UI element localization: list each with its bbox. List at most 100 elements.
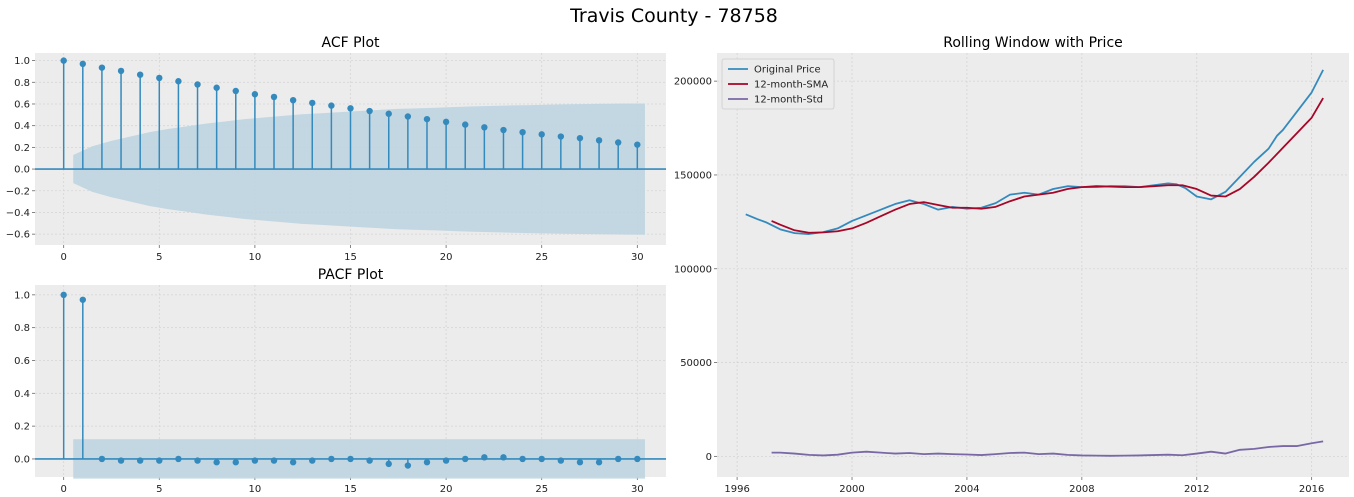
acf-x-tick-label: 30 [631, 252, 644, 263]
pacf-stem-marker [117, 457, 125, 464]
pacf-x-tick-label: 25 [535, 484, 548, 495]
acf-stem-marker [462, 121, 469, 128]
rolling-y-tick-label: 50000 [680, 358, 712, 369]
acf-y-tick-label: −0.2 [6, 186, 30, 197]
pacf-stem-marker [423, 459, 431, 466]
acf-x-tick-label: 0 [60, 252, 66, 263]
pacf-stem-marker [136, 457, 144, 464]
pacf-stem-marker [156, 457, 163, 464]
acf-stem-marker [136, 71, 144, 78]
acf-x-tick-label: 5 [156, 252, 162, 263]
acf-stem-marker [538, 131, 545, 138]
acf-x-tick-label: 25 [535, 252, 548, 263]
acf-stem-marker [481, 124, 488, 131]
acf-stem-marker [519, 128, 526, 136]
acf-stem-marker [634, 141, 641, 148]
acf-stem-marker [79, 60, 87, 68]
acf-stem-marker [175, 78, 182, 85]
acf-stem-marker [595, 137, 603, 144]
acf-title: ACF Plot [322, 35, 381, 51]
acf-stem-marker [60, 57, 67, 64]
rolling-x-tick-label: 1996 [724, 484, 749, 495]
pacf-y-tick-label: 0.2 [14, 422, 30, 433]
pacf-stem-marker [175, 455, 182, 463]
pacf-stem-marker [576, 459, 584, 466]
pacf-x-tick-label: 5 [156, 484, 162, 495]
rolling-legend: Original Price 12-month-SMA 12-month-Std [721, 58, 835, 110]
pacf-stem-marker [481, 454, 488, 461]
pacf-stem-marker [60, 291, 67, 299]
figure-suptitle: Travis County - 78758 [569, 5, 778, 27]
pacf-x-tick-label: 0 [60, 484, 66, 495]
pacf-x-tick-label: 10 [249, 484, 262, 495]
acf-y-tick-label: −0.4 [6, 208, 30, 219]
pacf-x-tick-label: 30 [631, 484, 644, 495]
rolling-x-tick-label: 2000 [839, 484, 864, 495]
acf-stem-marker [614, 139, 622, 146]
pacf-stem-marker [251, 457, 259, 464]
pacf-title: PACF Plot [318, 267, 384, 283]
pacf-stem-marker [500, 454, 507, 461]
rolling-title: Rolling Window with Price [943, 35, 1123, 51]
acf-stem-marker [557, 133, 565, 140]
pacf-y-tick-label: 0.8 [14, 323, 30, 334]
acf-x-tick-label: 15 [344, 252, 357, 263]
rolling-y-tick-label: 100000 [674, 264, 712, 275]
legend-frame [721, 58, 835, 110]
pacf-stem-marker [79, 296, 87, 303]
acf-x-tick-label: 10 [249, 252, 262, 263]
pacf-y-tick-label: 0.4 [14, 389, 30, 400]
pacf-plot: 0 5 10 15 20 25 30 0.0 0.2 0.4 0.6 0.8 1.0 PACF Plot [14, 267, 666, 495]
pacf-stem-marker [232, 459, 239, 466]
pacf-stem-marker [538, 455, 545, 463]
rolling-y-tick-label: 150000 [674, 170, 712, 181]
acf-stem-marker [289, 96, 297, 104]
acf-stem-marker [366, 107, 373, 115]
pacf-stem-marker [366, 457, 373, 464]
pacf-stem-marker [328, 455, 335, 463]
acf-stem-marker [213, 84, 220, 91]
acf-stem-marker [404, 113, 412, 120]
pacf-stem-marker [557, 457, 565, 464]
acf-x-tick-label: 20 [440, 252, 453, 263]
pacf-x-tick-label: 15 [344, 484, 357, 495]
legend-label: 12-month-Std [754, 95, 823, 106]
pacf-y-tick-label: 0.0 [14, 454, 30, 465]
rolling-y-tick-label: 0 [706, 452, 712, 463]
rolling-x-tick-label: 2008 [1069, 484, 1094, 495]
acf-y-tick-label: 0.0 [14, 165, 30, 176]
acf-stem-marker [500, 126, 507, 134]
pacf-stem-marker [347, 455, 354, 463]
pacf-x-tick-label: 20 [440, 484, 453, 495]
pacf-stem-marker [634, 455, 641, 463]
pacf-stem-marker [385, 460, 392, 468]
pacf-stem-marker [614, 455, 622, 463]
acf-y-tick-label: −0.6 [6, 230, 30, 241]
pacf-stem-marker [213, 459, 220, 466]
rolling-axes-background [717, 53, 1349, 477]
acf-stem-marker [251, 91, 259, 98]
acf-stem-marker [98, 64, 106, 71]
acf-stem-marker [194, 81, 201, 88]
series-line-3 [771, 440, 1324, 457]
legend-label: 12-month-SMA [754, 80, 828, 91]
acf-y-tick-label: 0.2 [14, 143, 30, 154]
rolling-y-tick-label: 200000 [674, 77, 712, 88]
acf-stem-marker [328, 102, 335, 109]
acf-y-tick-label: 1.0 [14, 56, 30, 67]
acf-y-tick-label: 0.6 [14, 99, 30, 110]
pacf-stem-marker [289, 459, 297, 466]
acf-y-tick-label: 0.8 [14, 78, 30, 89]
rolling-plot: 1996 2000 2004 2008 2012 2016 0 50000 100000 1500… [674, 35, 1349, 495]
acf-stem-marker [442, 118, 450, 126]
acf-stem-marker [270, 93, 278, 101]
rolling-x-tick-label: 2016 [1299, 484, 1324, 495]
pacf-stem-marker [404, 462, 412, 469]
rolling-x-tick-label: 2004 [954, 484, 979, 495]
series-line-1 [745, 69, 1324, 235]
pacf-y-tick-label: 0.6 [14, 356, 30, 367]
acf-stem-marker [117, 67, 125, 75]
rolling-x-tick-label: 2012 [1184, 484, 1209, 495]
pacf-stem-marker [519, 455, 526, 463]
